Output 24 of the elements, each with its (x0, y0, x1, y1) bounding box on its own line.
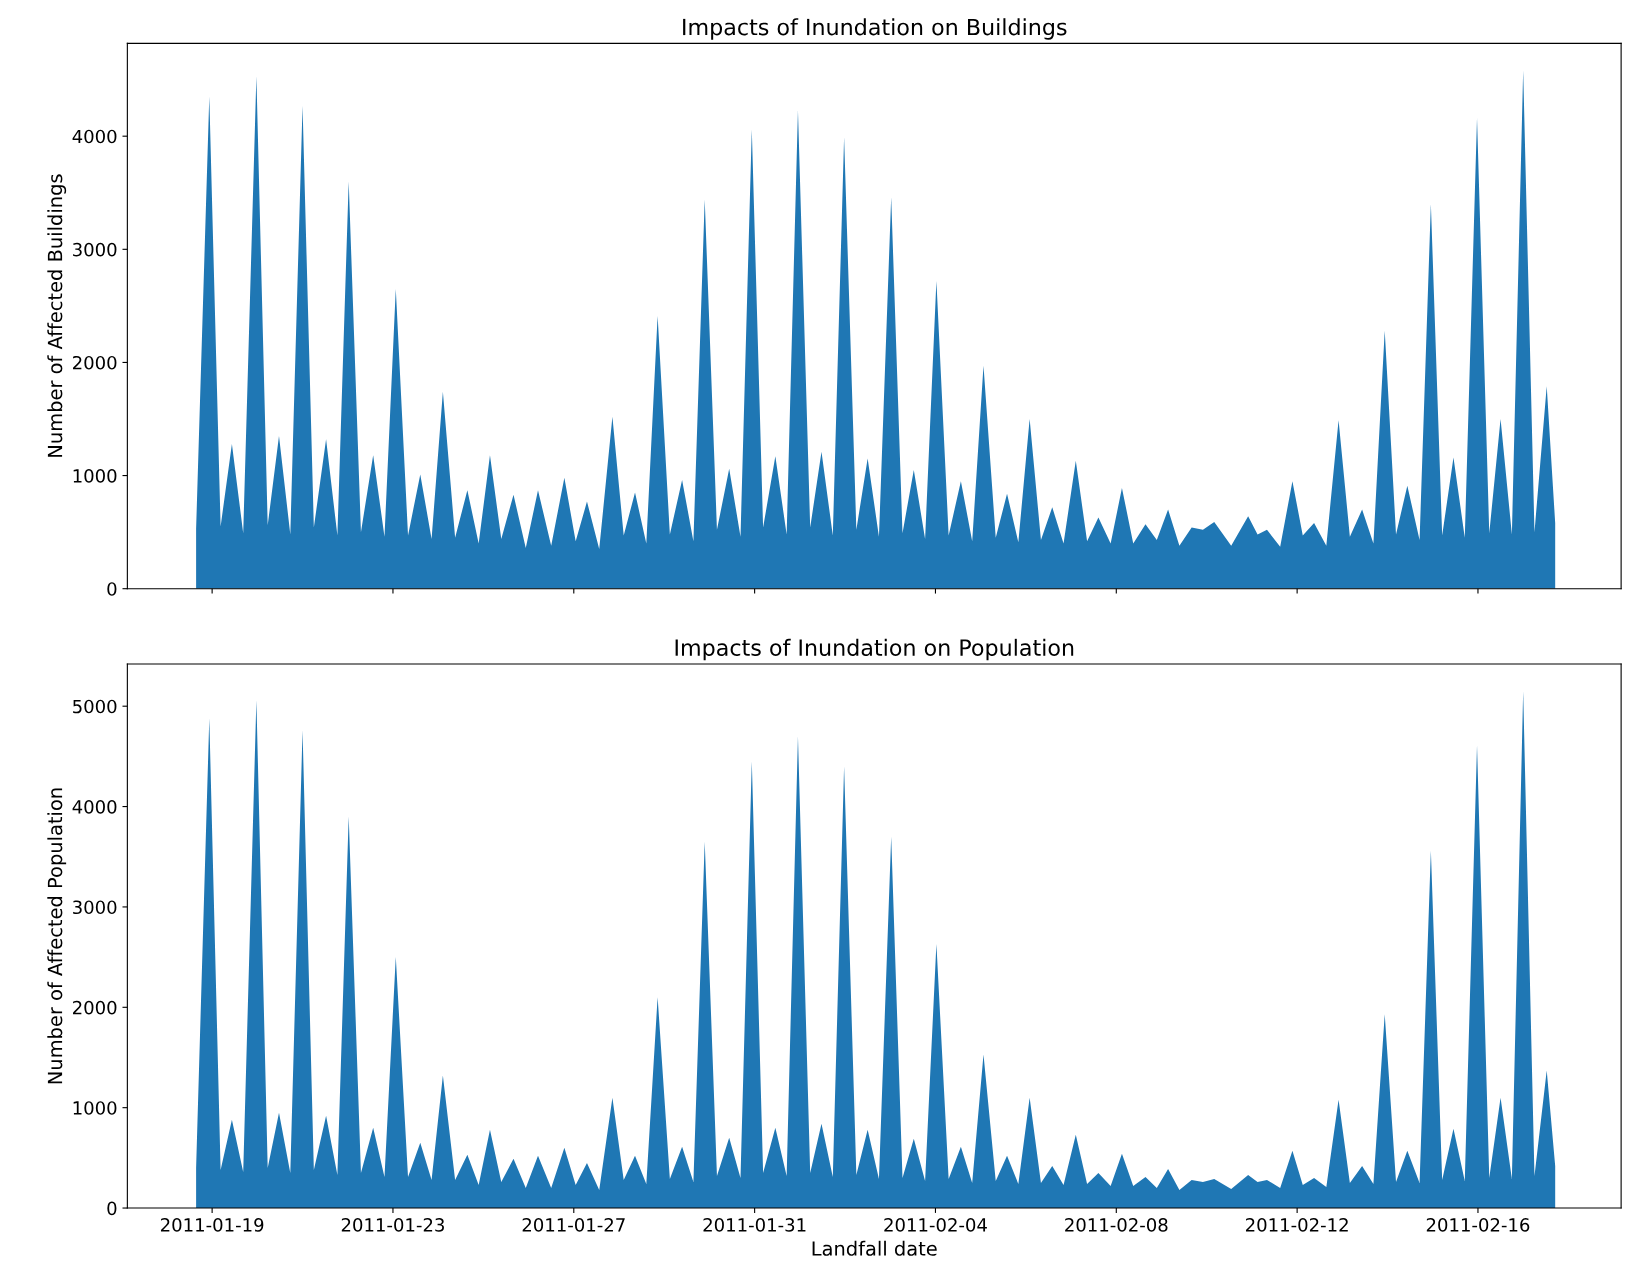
x-tick-label: 2011-02-04 (884, 1218, 987, 1232)
y-tick-label: 2000 (73, 355, 117, 370)
x-tick-label: 2011-02-16 (1426, 1218, 1530, 1232)
y-tick-label: 2000 (73, 1000, 117, 1015)
x-tick-label: 2011-02-12 (1245, 1218, 1348, 1232)
x-tick-label: 2011-02-08 (1065, 1218, 1168, 1232)
y-tick-label: 5000 (73, 699, 117, 714)
y-axis-title: Number of Affected Buildings (47, 174, 67, 457)
y-tick-label: 3000 (73, 900, 117, 915)
y-tick-label: 4000 (72, 800, 117, 814)
y-tick-label: 1000 (73, 1101, 117, 1115)
y-tick-label: 0 (107, 1201, 117, 1216)
y-axis-title: Number of Affected Population (47, 788, 67, 1084)
x-tick-label: 2011-01-19 (160, 1218, 264, 1232)
chart-title: Impacts of Inundation on Buildings (683, 18, 1067, 40)
x-tick-label: 2011-01-23 (341, 1218, 444, 1232)
x-tick-label: 2011-01-31 (703, 1218, 806, 1232)
y-tick-label: 1000 (73, 469, 117, 483)
x-axis-title: Landfall date (812, 1240, 937, 1256)
chart-title: Impacts of Inundation on Population (675, 638, 1074, 661)
y-tick-label: 3000 (73, 242, 117, 257)
y-tick-label: 0 (107, 582, 117, 596)
y-tick-label: 4000 (72, 129, 117, 144)
x-tick-label: 2011-01-27 (522, 1218, 625, 1232)
